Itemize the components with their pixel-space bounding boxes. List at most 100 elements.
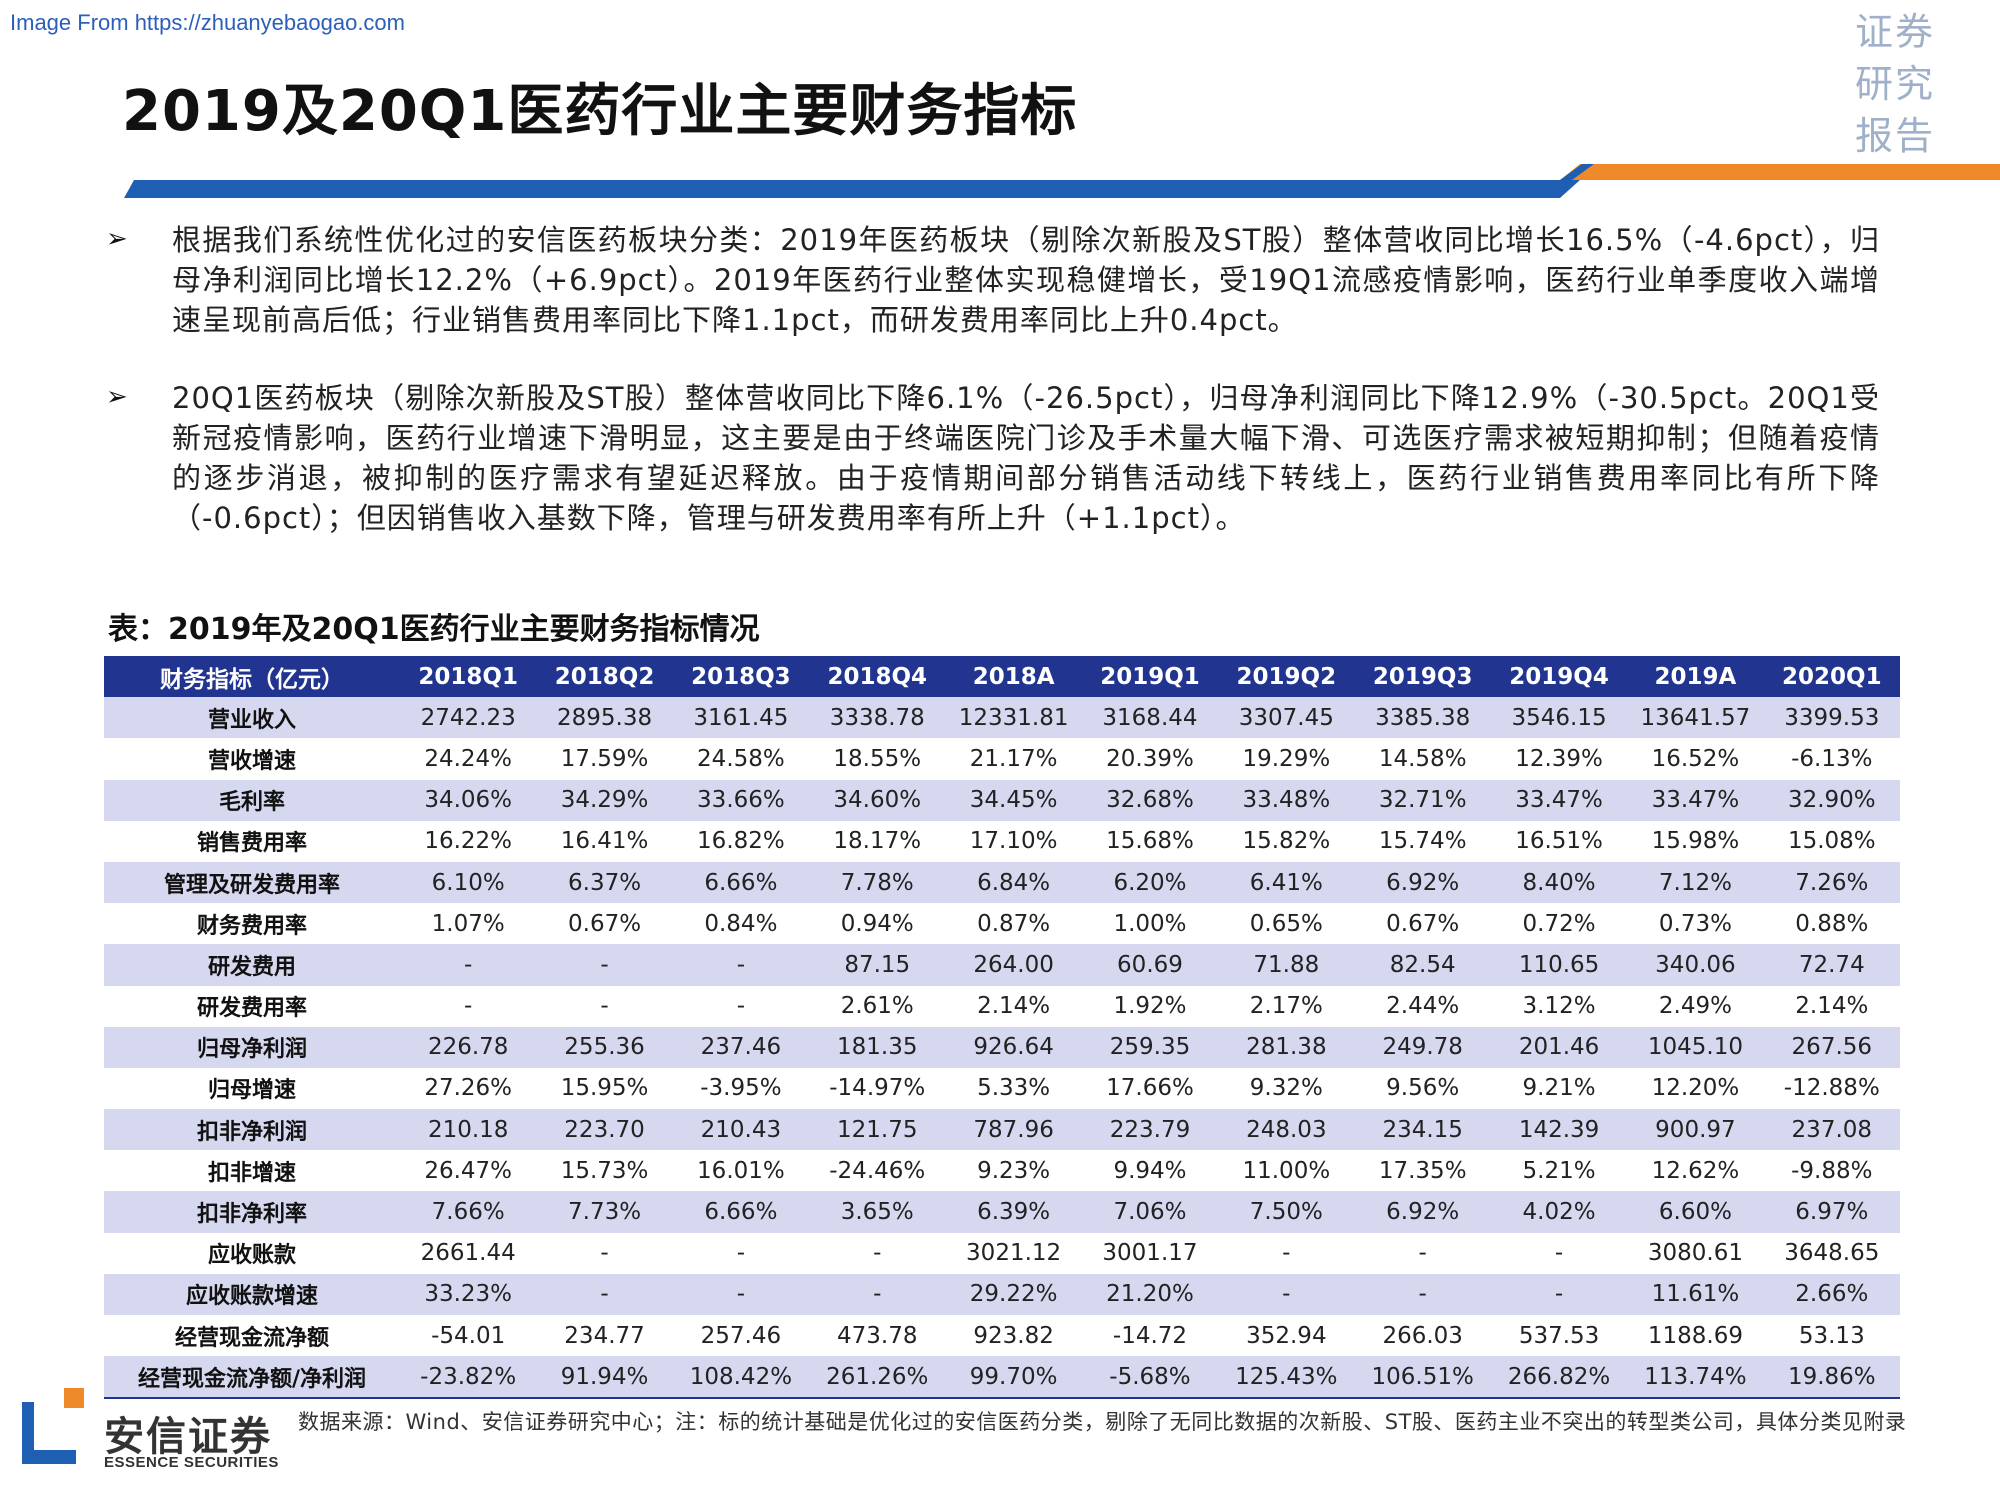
value-cell: 15.08% xyxy=(1763,820,1900,862)
value-cell: 13641.57 xyxy=(1627,697,1764,739)
value-cell: 2.14% xyxy=(945,985,1082,1027)
value-cell: 14.58% xyxy=(1354,738,1491,780)
row-label-cell: 研发费用 xyxy=(104,944,400,986)
table-row: 经营现金流净额 -54.01 234.77 257.46 473.78 923.82 -14… xyxy=(104,1315,1900,1357)
value-cell: 33.66% xyxy=(672,779,810,821)
value-cell: 34.45% xyxy=(945,779,1082,821)
value-cell: 12331.81 xyxy=(945,697,1082,739)
header-cell-indicator: 财务指标（亿元） xyxy=(104,656,400,698)
value-cell: 0.72% xyxy=(1490,903,1628,945)
stamp-line: 研究 xyxy=(1854,62,1935,106)
value-cell: 34.29% xyxy=(536,779,673,821)
value-cell: 3168.44 xyxy=(1081,697,1219,739)
bullet-text: 20Q1医药板块（剔除次新股及ST股）整体营收同比下降6.1%（-26.5pct… xyxy=(172,381,1880,535)
value-cell: 266.03 xyxy=(1354,1315,1491,1357)
band-blue xyxy=(124,180,1580,198)
row-label-cell: 应收账款 xyxy=(104,1232,400,1274)
table-row: 销售费用率 16.22% 16.41% 16.82% 18.17% 17.10% 15.68… xyxy=(104,820,1900,862)
value-cell: 237.46 xyxy=(672,1026,810,1068)
value-cell: 2.66% xyxy=(1763,1273,1900,1315)
value-cell: 3307.45 xyxy=(1218,697,1355,739)
value-cell: 3021.12 xyxy=(945,1232,1082,1274)
value-cell: - xyxy=(672,944,810,986)
value-cell: 6.66% xyxy=(672,861,810,904)
value-cell: 15.68% xyxy=(1081,820,1219,862)
value-cell: 18.55% xyxy=(809,738,946,780)
value-cell: - xyxy=(1218,1273,1355,1315)
value-cell: 6.10% xyxy=(400,861,537,904)
value-cell: 0.73% xyxy=(1627,903,1764,945)
value-cell: 19.86% xyxy=(1763,1356,1900,1400)
value-cell: 33.47% xyxy=(1490,779,1628,821)
value-cell: 33.47% xyxy=(1627,779,1764,821)
table-body: 营业收入 2742.23 2895.38 3161.45 3338.78 12331.81… xyxy=(104,697,1900,1400)
table-row: 归母增速 27.26% 15.95% -3.95% -14.97% 5.33% 17.66%… xyxy=(104,1067,1900,1110)
value-cell: 3338.78 xyxy=(809,697,946,739)
title-underline-band xyxy=(124,164,2000,198)
value-cell: 32.68% xyxy=(1081,779,1219,821)
value-cell: 12.62% xyxy=(1627,1150,1764,1192)
value-cell: 2742.23 xyxy=(400,697,537,739)
value-cell: 8.40% xyxy=(1490,861,1628,904)
row-label-cell: 扣非增速 xyxy=(104,1150,400,1192)
value-cell: 787.96 xyxy=(945,1109,1082,1151)
value-cell: 3161.45 xyxy=(672,697,810,739)
value-cell: 7.12% xyxy=(1627,861,1764,904)
row-label-cell: 扣非净利润 xyxy=(104,1109,400,1151)
table-row: 毛利率 34.06% 34.29% 33.66% 34.60% 34.45% 32.68% 3… xyxy=(104,779,1900,821)
value-cell: 7.26% xyxy=(1763,861,1900,904)
value-cell: 340.06 xyxy=(1627,944,1764,986)
table-row: 研发费用率 - - -2.61% 2.14% 1.92% 2.17% 2.44% 3.12% 2.… xyxy=(104,985,1900,1027)
value-cell: 17.59% xyxy=(536,738,673,780)
row-label-cell: 营业收入 xyxy=(104,697,400,739)
value-cell: 537.53 xyxy=(1490,1315,1628,1357)
value-cell: 3648.65 xyxy=(1763,1232,1900,1274)
band-orange xyxy=(1560,164,2000,180)
header-cell-period: 2018Q3 xyxy=(672,656,810,698)
value-cell: 6.84% xyxy=(945,861,1082,904)
value-cell: 19.29% xyxy=(1218,738,1355,780)
value-cell: - xyxy=(536,1232,673,1274)
value-cell: 900.97 xyxy=(1627,1109,1764,1151)
value-cell: 2.17% xyxy=(1218,985,1355,1027)
value-cell: 6.37% xyxy=(536,861,673,904)
value-cell: 201.46 xyxy=(1490,1026,1628,1068)
value-cell: 223.70 xyxy=(536,1109,673,1151)
value-cell: 16.52% xyxy=(1627,738,1764,780)
value-cell: 142.39 xyxy=(1490,1109,1628,1151)
row-label-cell: 经营现金流净额 xyxy=(104,1315,400,1357)
page-title: 2019及20Q1医药行业主要财务指标 xyxy=(122,79,1078,144)
value-cell: 34.06% xyxy=(400,779,537,821)
value-cell: 110.65 xyxy=(1490,944,1628,986)
value-cell: 210.43 xyxy=(672,1109,810,1151)
value-cell: 3080.61 xyxy=(1627,1232,1764,1274)
value-cell: 6.97% xyxy=(1763,1191,1900,1233)
value-cell: 1.07% xyxy=(400,903,537,945)
value-cell: - xyxy=(672,985,810,1027)
value-cell: 15.74% xyxy=(1354,820,1491,862)
value-cell: 99.70% xyxy=(945,1356,1082,1400)
table-row: 管理及研发费用率 6.10% 6.37% 6.66% 7.78% 6.84% 6.20% 6.… xyxy=(104,861,1900,904)
value-cell: 7.50% xyxy=(1218,1191,1355,1233)
value-cell: 926.64 xyxy=(945,1026,1082,1068)
header-cell-period: 2019A xyxy=(1627,656,1764,698)
value-cell: 16.01% xyxy=(672,1150,810,1192)
value-cell: 259.35 xyxy=(1081,1026,1219,1068)
value-cell: -9.88% xyxy=(1763,1150,1900,1192)
header-cell-period: 2018A xyxy=(945,656,1082,698)
value-cell: 181.35 xyxy=(809,1026,946,1068)
value-cell: 17.10% xyxy=(945,820,1082,862)
value-cell: - xyxy=(400,985,537,1027)
value-cell: 248.03 xyxy=(1218,1109,1355,1151)
value-cell: - xyxy=(1354,1273,1491,1315)
value-cell: -5.68% xyxy=(1081,1356,1219,1400)
value-cell: 3385.38 xyxy=(1354,697,1491,739)
value-cell: 29.22% xyxy=(945,1273,1082,1315)
row-label-cell: 扣非净利率 xyxy=(104,1191,400,1233)
arrow-bullet-icon: ➢ xyxy=(106,224,128,254)
header-cell-period: 2020Q1 xyxy=(1763,656,1900,698)
bullet-text: 根据我们系统性优化过的安信医药板块分类：2019年医药板块（剔除次新股及ST股）… xyxy=(172,223,1880,337)
value-cell: - xyxy=(1354,1232,1491,1274)
table-row: 应收账款 2661.44- - -3021.12 3001.17- - -3080.61 36… xyxy=(104,1232,1900,1274)
table-row: 扣非净利率 7.66% 7.73% 6.66% 3.65% 6.39% 7.06% 7.50%… xyxy=(104,1191,1900,1233)
